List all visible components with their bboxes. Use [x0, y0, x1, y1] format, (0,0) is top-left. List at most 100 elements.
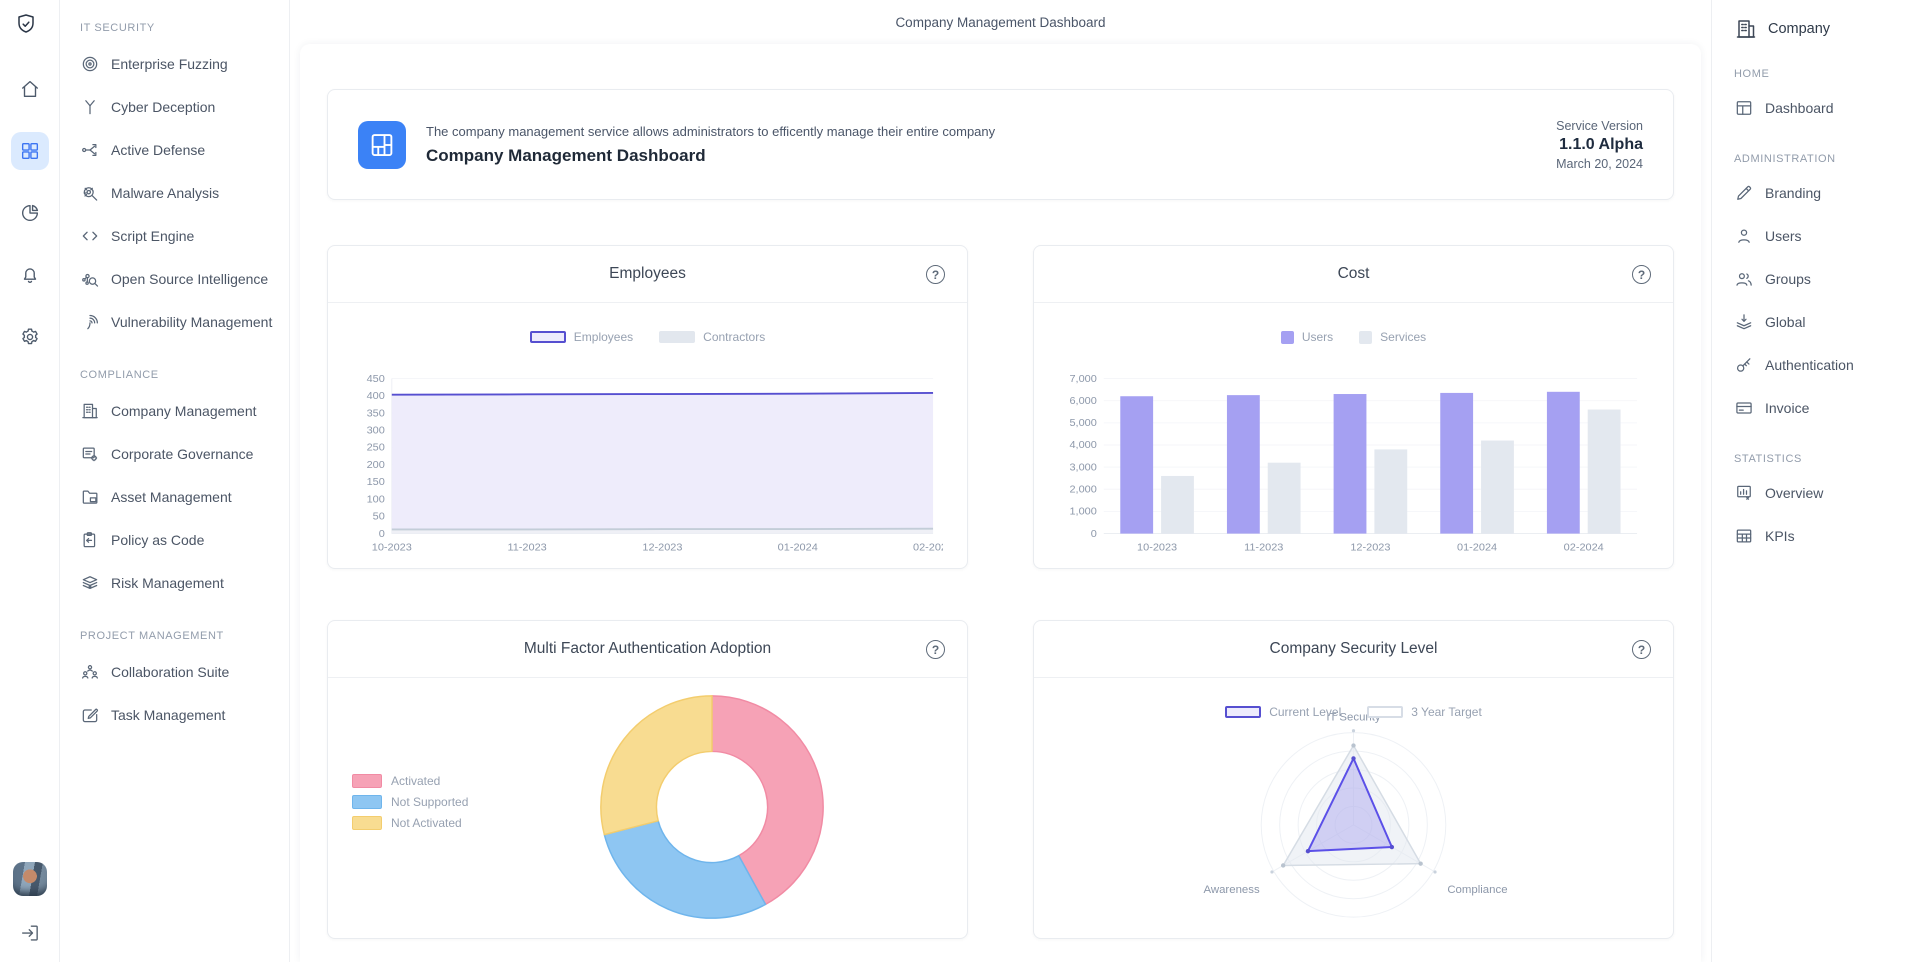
svg-text:01-2024: 01-2024 [1457, 542, 1497, 554]
sidebar-item-active-defense[interactable]: Active Defense [80, 128, 281, 171]
rail-home-button[interactable] [11, 70, 49, 108]
sidebar-item-script-engine[interactable]: Script Engine [80, 214, 281, 257]
shield-check-icon [14, 12, 38, 36]
sidebar-item-risk-management[interactable]: Risk Management [80, 561, 281, 604]
svg-text:4,000: 4,000 [1069, 440, 1096, 452]
sidebar-item-collaboration-suite[interactable]: Collaboration Suite [80, 650, 281, 693]
list-gear-icon [80, 444, 100, 464]
legend-item-current-level[interactable]: Current Level [1225, 702, 1341, 722]
sidebar-item-users[interactable]: Users [1734, 214, 1912, 257]
app-logo[interactable] [14, 12, 46, 44]
sidebar-item-dashboard[interactable]: Dashboard [1734, 86, 1912, 129]
sidebar-item-invoice[interactable]: Invoice [1734, 386, 1912, 429]
table-icon [1734, 526, 1754, 546]
sidebar-item-company-management[interactable]: Company Management [80, 389, 281, 432]
sidebar-item-policy-as-code[interactable]: Policy as Code [80, 518, 281, 561]
legend-item-not-supported[interactable]: Not Supported [352, 795, 468, 809]
users-icon [1734, 269, 1754, 289]
legend-item-not-activated[interactable]: Not Activated [352, 816, 468, 830]
sidebar-item-corporate-governance[interactable]: Corporate Governance [80, 432, 281, 475]
section-title-administration: ADMINISTRATION [1734, 153, 1836, 165]
sidebar-item-global[interactable]: Global [1734, 300, 1912, 343]
mfa-donut-chart[interactable] [328, 678, 967, 938]
sidebar-item-label: Corporate Governance [111, 445, 254, 462]
report-icon [1734, 483, 1754, 503]
sidebar-item-label: Policy as Code [111, 531, 205, 548]
svg-text:0: 0 [1091, 528, 1097, 540]
sidebar-item-overview[interactable]: Overview [1734, 471, 1912, 514]
help-icon[interactable]: ? [1632, 265, 1651, 284]
svg-text:350: 350 [367, 408, 385, 420]
sidebar-item-authentication[interactable]: Authentication [1734, 343, 1912, 386]
clipboard-icon [80, 530, 100, 550]
sidebar-item-label: Global [1765, 313, 1806, 330]
rail-apps-button[interactable] [10, 132, 49, 170]
sidebar-item-label: Groups [1765, 270, 1811, 287]
security-radar-chart[interactable]: IT Security Compliance Awareness [1034, 678, 1673, 938]
sidebar-item-vulnerability-management[interactable]: Vulnerability Management [80, 300, 281, 343]
bell-icon [19, 264, 41, 286]
sidebar-item-enterprise-fuzzing[interactable]: Enterprise Fuzzing [80, 42, 281, 85]
sidebar-item-kpis[interactable]: KPIs [1734, 514, 1912, 557]
cost-bar-chart[interactable]: 0 1,000 2,000 3,000 4,000 5,000 6,000 7,000 10-2… [1058, 371, 1649, 558]
sidebar-item-open-source-intelligence[interactable]: Open Source Intelligence [80, 257, 281, 300]
security-chart-body: Current Level 3 Year Target IT Security C… [1034, 678, 1673, 938]
legend-item-services[interactable]: Services [1359, 327, 1426, 347]
sidebar-item-label: Risk Management [111, 574, 224, 591]
org-label: Company [1768, 21, 1831, 37]
sidebar-item-asset-management[interactable]: Asset Management [80, 475, 281, 518]
mfa-legend: Activated Not Supported Not Activated [352, 774, 468, 830]
sidebar-item-groups[interactable]: Groups [1734, 257, 1912, 300]
help-icon[interactable]: ? [926, 265, 945, 284]
left-sidebar: IT SECURITY Enterprise Fuzzing Cyber Dec… [60, 0, 290, 962]
legend-item-users[interactable]: Users [1280, 327, 1333, 347]
chart-title: Company Security Level [1269, 640, 1438, 657]
svg-text:12-2023: 12-2023 [642, 542, 682, 554]
help-icon[interactable]: ? [1632, 640, 1651, 659]
svg-text:2,000: 2,000 [1069, 484, 1096, 496]
content-sheet: The company management service allows ad… [300, 44, 1701, 962]
layers-icon [80, 573, 100, 593]
service-version-label: Service Version [1556, 118, 1643, 133]
svg-text:200: 200 [367, 459, 385, 471]
home-icon [19, 78, 41, 100]
employees-area-chart[interactable]: 0 50 100 150 200 250 300 350 400 450 10-2023 11-202… [352, 371, 943, 558]
pencil-icon [1734, 183, 1754, 203]
org-switcher[interactable]: Company [1734, 14, 1912, 44]
section-title-home: HOME [1734, 68, 1770, 80]
sidebar-item-task-management[interactable]: Task Management [80, 693, 281, 736]
svg-text:0: 0 [379, 528, 385, 540]
legend-item-contractors[interactable]: Contractors [659, 327, 765, 347]
svg-text:3,000: 3,000 [1069, 462, 1096, 474]
legend-label: Services [1380, 330, 1427, 344]
avatar[interactable] [12, 862, 47, 896]
svg-text:10-2023: 10-2023 [1137, 542, 1177, 554]
sidebar-item-branding[interactable]: Branding [1734, 171, 1912, 214]
employees-legend: Employees Contractors [352, 303, 943, 347]
right-sidebar: Company HOME Dashboard ADMINISTRATION Br… [1712, 0, 1920, 962]
credit-card-icon [1734, 398, 1754, 418]
security-card-header: Company Security Level ? [1034, 621, 1673, 678]
building-icon [80, 401, 100, 421]
cost-card-header: Cost ? [1034, 246, 1673, 303]
legend-item-employees[interactable]: Employees [529, 327, 634, 347]
help-icon[interactable]: ? [926, 640, 945, 659]
sidebar-item-label: Vulnerability Management [111, 313, 273, 330]
legend-label: Not Activated [391, 816, 462, 830]
sidebar-item-cyber-deception[interactable]: Cyber Deception [80, 85, 281, 128]
rail-statistics-button[interactable] [11, 194, 49, 232]
legend-label: Employees [573, 330, 634, 344]
sidebar-item-label: KPIs [1765, 527, 1795, 544]
mfa-card: Multi Factor Authentication Adoption ? A… [327, 620, 968, 939]
rail-notifications-button[interactable] [11, 256, 49, 294]
svg-text:Awareness: Awareness [1203, 884, 1260, 896]
rail-settings-button[interactable] [11, 318, 49, 356]
svg-text:6,000: 6,000 [1069, 395, 1096, 407]
legend-item-activated[interactable]: Activated [352, 774, 468, 788]
icon-rail [0, 0, 60, 962]
svg-text:02-2024: 02-2024 [1564, 542, 1604, 554]
sidebar-item-malware-analysis[interactable]: Malware Analysis [80, 171, 281, 214]
legend-label: 3 Year Target [1411, 705, 1482, 719]
legend-item-3-year-target[interactable]: 3 Year Target [1367, 702, 1482, 722]
sign-out-button[interactable] [11, 914, 49, 952]
